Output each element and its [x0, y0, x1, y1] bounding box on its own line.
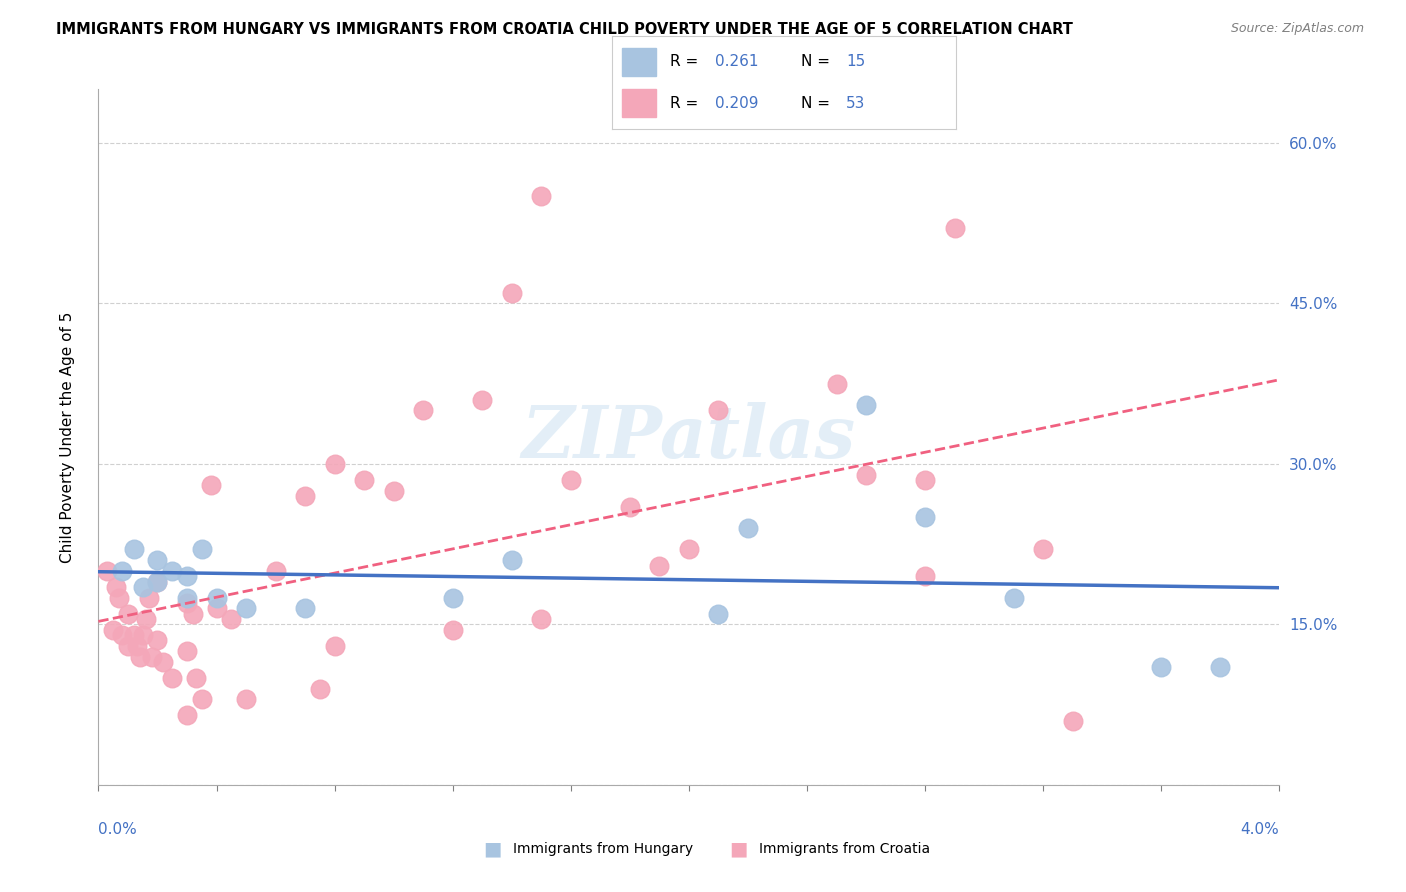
Point — [103, 623, 125, 637]
Point — [914, 510, 936, 524]
Point — [132, 628, 155, 642]
Point — [122, 542, 145, 557]
Text: ZIPatlas: ZIPatlas — [522, 401, 856, 473]
Point — [176, 569, 198, 583]
Text: R =: R = — [671, 95, 703, 111]
Point — [308, 681, 332, 696]
Point — [441, 623, 464, 637]
Text: Immigrants from Croatia: Immigrants from Croatia — [759, 842, 931, 856]
Point — [678, 542, 700, 557]
Point — [205, 591, 228, 605]
Point — [146, 574, 169, 589]
Point — [943, 221, 966, 235]
Point — [619, 500, 641, 514]
Point — [382, 483, 405, 498]
Point — [235, 601, 257, 615]
Point — [294, 489, 316, 503]
Point — [96, 564, 118, 578]
Text: 0.0%: 0.0% — [98, 822, 138, 837]
Point — [135, 612, 157, 626]
Point — [471, 392, 494, 407]
Point — [162, 564, 183, 578]
Point — [855, 467, 877, 482]
Point — [146, 633, 169, 648]
Point — [122, 628, 145, 642]
Point — [141, 649, 163, 664]
Point — [111, 628, 134, 642]
Point — [1209, 660, 1232, 674]
Point — [914, 569, 936, 583]
Text: N =: N = — [801, 95, 835, 111]
Point — [530, 612, 553, 626]
Text: N =: N = — [801, 54, 835, 70]
Point — [132, 580, 155, 594]
Text: 0.261: 0.261 — [716, 54, 758, 70]
Point — [530, 189, 553, 203]
Point — [146, 574, 169, 589]
Point — [323, 457, 346, 471]
Point — [181, 607, 204, 621]
Point — [825, 376, 848, 391]
Point — [191, 542, 214, 557]
Point — [176, 591, 198, 605]
Point — [1002, 591, 1025, 605]
Point — [176, 644, 198, 658]
Point — [441, 591, 464, 605]
Point — [184, 671, 207, 685]
Text: 0.209: 0.209 — [716, 95, 758, 111]
Text: 53: 53 — [846, 95, 865, 111]
Point — [560, 473, 582, 487]
Point — [176, 596, 198, 610]
Point — [412, 403, 434, 417]
Text: 4.0%: 4.0% — [1240, 822, 1279, 837]
Point — [162, 671, 183, 685]
Text: Source: ZipAtlas.com: Source: ZipAtlas.com — [1230, 22, 1364, 36]
Point — [205, 601, 228, 615]
Point — [117, 639, 139, 653]
Point — [1150, 660, 1173, 674]
Text: IMMIGRANTS FROM HUNGARY VS IMMIGRANTS FROM CROATIA CHILD POVERTY UNDER THE AGE O: IMMIGRANTS FROM HUNGARY VS IMMIGRANTS FR… — [56, 22, 1073, 37]
Text: R =: R = — [671, 54, 703, 70]
Text: Immigrants from Hungary: Immigrants from Hungary — [513, 842, 693, 856]
Point — [191, 692, 214, 706]
Point — [294, 601, 316, 615]
Point — [200, 478, 222, 492]
Point — [648, 558, 671, 573]
Text: ■: ■ — [482, 839, 502, 859]
Point — [176, 708, 198, 723]
Point — [1032, 542, 1054, 557]
Y-axis label: Child Poverty Under the Age of 5: Child Poverty Under the Age of 5 — [60, 311, 75, 563]
Point — [501, 285, 523, 300]
Point — [219, 612, 242, 626]
Point — [914, 473, 936, 487]
Point — [111, 564, 134, 578]
Point — [323, 639, 346, 653]
Point — [707, 403, 730, 417]
Point — [125, 639, 148, 653]
Point — [1062, 714, 1084, 728]
Point — [146, 553, 169, 567]
Point — [117, 607, 139, 621]
Point — [235, 692, 257, 706]
Point — [501, 553, 523, 567]
FancyBboxPatch shape — [621, 48, 657, 76]
Point — [855, 398, 877, 412]
Point — [737, 521, 759, 535]
Point — [108, 591, 131, 605]
Point — [138, 591, 160, 605]
Point — [105, 580, 128, 594]
Point — [264, 564, 287, 578]
Point — [128, 649, 150, 664]
Point — [152, 655, 174, 669]
Text: 15: 15 — [846, 54, 865, 70]
Point — [707, 607, 730, 621]
FancyBboxPatch shape — [621, 89, 657, 117]
Text: ■: ■ — [728, 839, 748, 859]
Point — [353, 473, 375, 487]
